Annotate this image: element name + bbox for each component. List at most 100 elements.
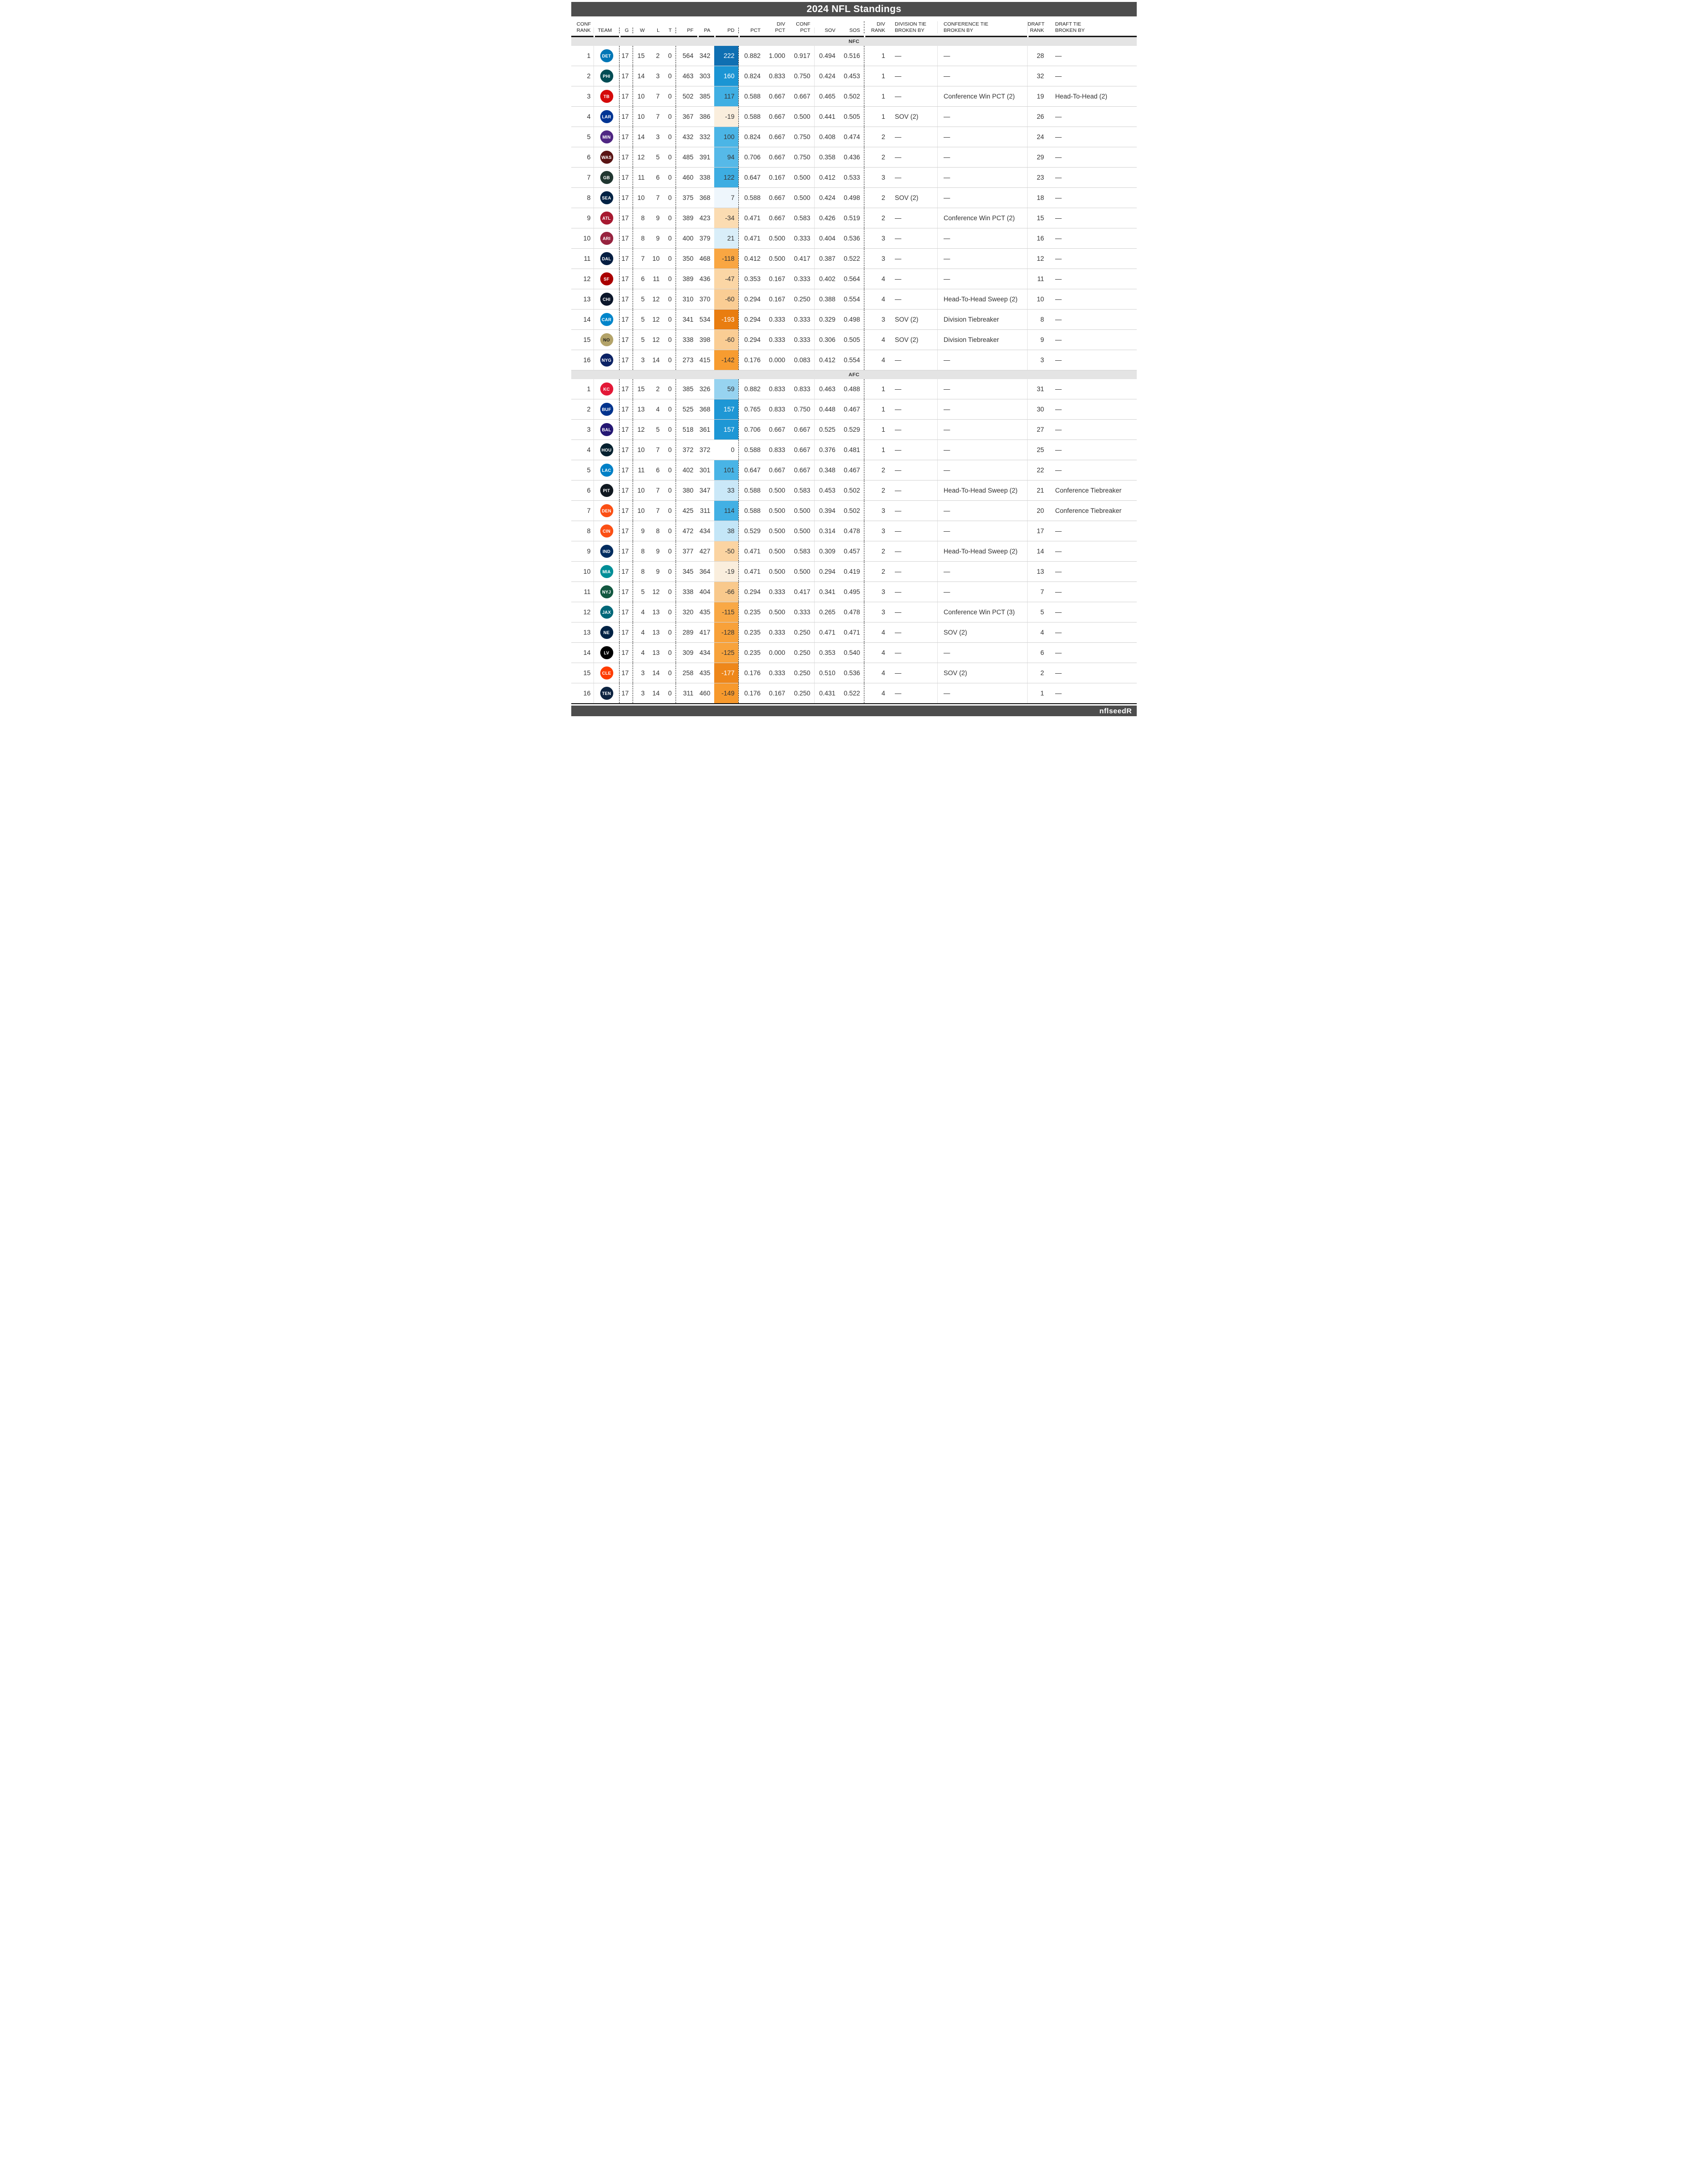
cell-w: 3 (633, 663, 649, 683)
cell-value: 0.453 (819, 487, 835, 494)
col-header-line2: PF (687, 27, 693, 33)
cell-value: 17 (621, 629, 629, 636)
team-row: 13 CHI 17 5 12 0 310 370 -60 0.294 0.167 0.250 0.388… (571, 289, 1137, 310)
team-abbr: IND (602, 549, 611, 554)
team-abbr: PHI (603, 73, 610, 79)
team-abbr: NE (603, 630, 610, 635)
cell-conf_rank: 14 (571, 643, 593, 663)
col-header-conf_tie: CONFERENCE TIE BROKEN BY (937, 21, 1027, 33)
cell-value: 0.667 (769, 467, 785, 474)
cell-value: — (1055, 316, 1062, 323)
cell-value: 4 (881, 629, 885, 636)
cell-sos: 0.502 (839, 86, 864, 106)
cell-value: 338 (682, 336, 693, 343)
cell-value: 525 (682, 406, 693, 413)
cell-value: 9 (587, 214, 591, 222)
cell-value: 0.176 (744, 669, 761, 677)
cell-value: 14 (1036, 548, 1044, 555)
cell-div_tie: — (889, 46, 937, 66)
cell-draft_rank: 10 (1027, 289, 1048, 309)
cell-value: 3 (881, 588, 885, 595)
col-header-draft_tie: DRAFT TIE BROKEN BY (1048, 21, 1137, 33)
cell-value: 2 (1040, 669, 1044, 677)
cell-value: 436 (699, 275, 710, 283)
cell-pa: 398 (697, 330, 714, 350)
cell-value: 3 (881, 507, 885, 514)
cell-value: 502 (682, 93, 693, 100)
cell-value: 0.333 (794, 235, 810, 242)
cell-value: — (895, 385, 902, 393)
cell-conf_pct: 0.500 (789, 501, 814, 521)
cell-div_rank: 4 (864, 269, 889, 289)
cell-value: 20 (1036, 507, 1044, 514)
cell-value: — (895, 296, 902, 303)
cell-value: 17 (621, 174, 629, 181)
cell-value: 398 (699, 336, 710, 343)
cell-value: 0.306 (819, 336, 835, 343)
team-logo: NYJ (600, 585, 613, 598)
cell-pd: -118 (714, 249, 738, 269)
cell-conf_pct: 0.250 (789, 683, 814, 703)
cell-value: 391 (699, 154, 710, 161)
team-logo: KC (600, 382, 613, 396)
cell-draft_tie: — (1048, 602, 1137, 622)
cell-team: PIT (593, 481, 619, 500)
cell-value: 389 (682, 275, 693, 283)
cell-sos: 0.540 (839, 643, 864, 663)
cell-value: — (1055, 690, 1062, 697)
cell-t: 0 (663, 683, 676, 703)
cell-team: LAR (593, 107, 619, 127)
cell-l: 3 (649, 66, 663, 86)
cell-div_tie: — (889, 623, 937, 642)
cell-value: 301 (699, 467, 710, 474)
cell-value: 19 (1036, 93, 1044, 100)
cell-value: 17 (621, 548, 629, 555)
cell-div_rank: 2 (864, 208, 889, 228)
cell-value: 0.833 (769, 385, 785, 393)
cell-sos: 0.467 (839, 399, 864, 419)
cell-value: — (1055, 214, 1062, 222)
cell-value: 0.500 (769, 487, 785, 494)
cell-conf_tie: — (937, 460, 1027, 480)
cell-value: 13 (583, 629, 591, 636)
cell-value: — (895, 446, 902, 453)
team-abbr: CHI (602, 297, 611, 302)
cell-t: 0 (663, 127, 676, 147)
cell-conf_pct: 0.500 (789, 562, 814, 581)
cell-w: 11 (633, 460, 649, 480)
cell-value: 10 (637, 93, 645, 100)
cell-value: -34 (725, 214, 734, 222)
cell-t: 0 (663, 379, 676, 399)
team-logo: SEA (600, 191, 613, 204)
cell-value: 0.412 (744, 255, 761, 262)
cell-value: — (895, 235, 902, 242)
cell-div_rank: 1 (864, 46, 889, 66)
cell-value: 100 (723, 133, 734, 141)
cell-value: 0 (668, 649, 672, 656)
cell-value: 460 (699, 690, 710, 697)
cell-l: 8 (649, 521, 663, 541)
team-row: 11 NYJ 17 5 12 0 338 404 -66 0.294 0.333 0.417 0.341… (571, 582, 1137, 602)
cell-value: 6 (641, 275, 645, 283)
cell-draft_rank: 9 (1027, 330, 1048, 350)
cell-value: SOV (2) (895, 336, 918, 343)
cell-div_pct: 0.667 (764, 460, 789, 480)
cell-draft_tie: — (1048, 249, 1137, 269)
col-header-line1: CONF (796, 21, 810, 27)
cell-value: 12 (652, 336, 660, 343)
cell-value: 0 (668, 669, 672, 677)
cell-value: 0.235 (744, 629, 761, 636)
cell-value: 0.554 (844, 356, 860, 364)
cell-t: 0 (663, 602, 676, 622)
col-header-line1: DIV (876, 21, 885, 27)
cell-value: — (895, 154, 902, 161)
cell-sov: 0.394 (814, 501, 839, 521)
cell-value: -50 (725, 548, 734, 555)
cell-conf_rank: 9 (571, 541, 593, 561)
cell-pa: 415 (697, 350, 714, 370)
cell-g: 17 (619, 663, 633, 683)
cell-value: 0.540 (844, 649, 860, 656)
team-abbr: KC (603, 386, 610, 392)
cell-value: 5 (587, 467, 591, 474)
col-header-conf_pct: CONF PCT (789, 21, 814, 33)
